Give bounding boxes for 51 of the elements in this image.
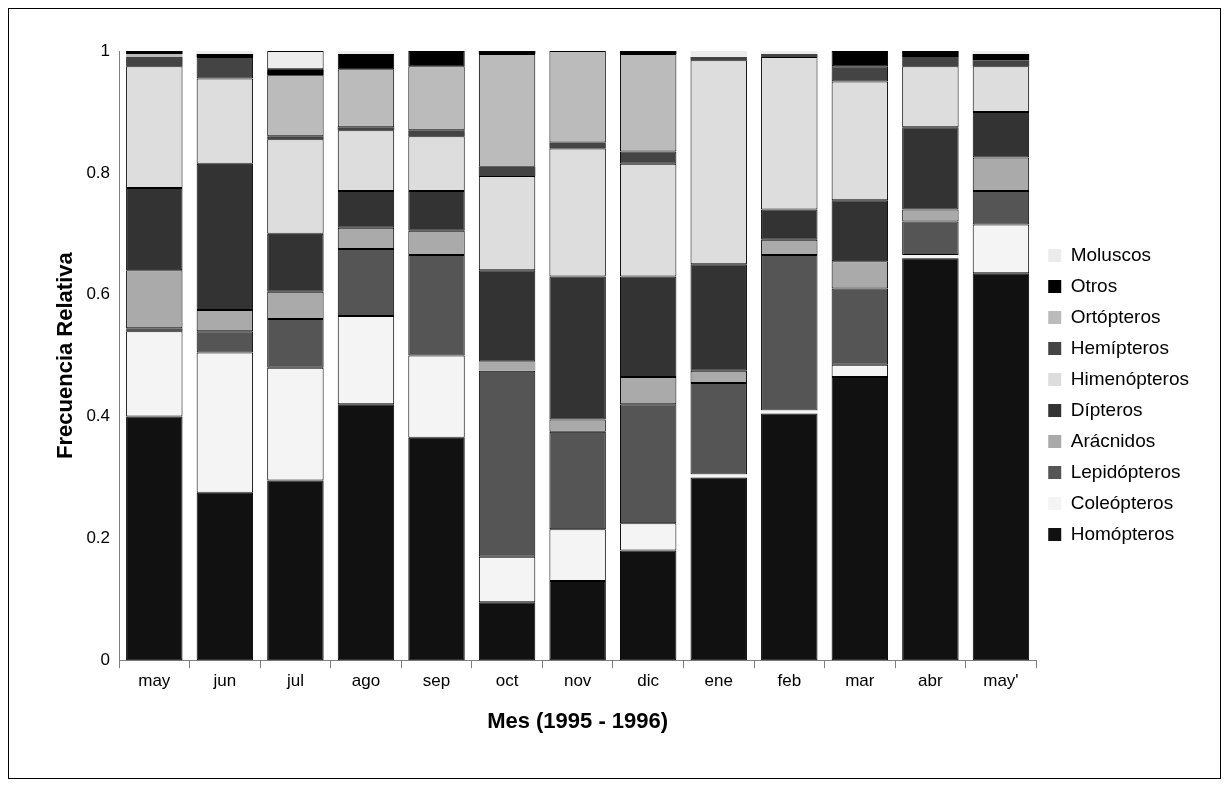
x-tick-label: mar [845, 671, 875, 691]
bar [126, 57, 183, 67]
y-tick-label: 0.6 [86, 284, 111, 304]
bar [337, 127, 395, 131]
bar [126, 328, 183, 332]
legend-label: Hemípteros [1070, 336, 1169, 358]
bar [690, 51, 747, 58]
bar [408, 51, 465, 67]
x-tick-label: sep [422, 671, 451, 691]
bar [902, 51, 959, 58]
legend-label: Coleópteros [1070, 491, 1174, 513]
x-tick-label: abr [918, 671, 944, 691]
bar [478, 166, 536, 176]
legend-label: Homópteros [1070, 522, 1175, 544]
bar [761, 410, 818, 414]
x-tick-label: feb [777, 671, 802, 691]
legend-label: Dípteros [1070, 398, 1143, 420]
y-tick-label: 1 [100, 40, 111, 60]
bar [972, 54, 1030, 61]
bar [549, 142, 606, 149]
y-tick-label: 0.8 [86, 162, 111, 182]
x-tick-label: ago [351, 671, 381, 691]
y-tick-label: 0.2 [86, 528, 111, 548]
legend-label: Ortópteros [1070, 305, 1161, 327]
legend-label: Lepidópteros [1070, 460, 1181, 482]
bar [690, 57, 747, 61]
bar [267, 136, 324, 140]
legend-label: Arácnidos [1070, 429, 1156, 451]
bar [478, 361, 536, 371]
x-tick-label: nov [563, 671, 592, 691]
y-axis-title: Frecuencia Relativa [52, 251, 78, 459]
y-tick-label: 0 [100, 649, 111, 669]
legend-label: Himenópteros [1070, 367, 1189, 389]
bar [408, 130, 465, 137]
x-axis-title: Mes (1995 - 1996) [487, 707, 669, 733]
x-tick-label: jul [285, 671, 304, 691]
x-tick-label: ene [704, 671, 733, 691]
y-tick-label: 0.4 [86, 406, 111, 426]
bar [902, 255, 959, 259]
legend-label: Otros [1070, 274, 1118, 296]
bar [902, 57, 959, 67]
bar [690, 474, 747, 478]
x-tick-label: dic [637, 671, 660, 691]
legend-label: Moluscos [1070, 243, 1151, 265]
x-tick-label: may [138, 671, 171, 691]
bar [972, 51, 1030, 55]
x-tick-label: oct [495, 671, 519, 691]
bar [972, 60, 1030, 67]
bar [337, 51, 395, 55]
x-tick-label: may' [983, 671, 1019, 691]
x-tick-label: jun [212, 671, 237, 691]
